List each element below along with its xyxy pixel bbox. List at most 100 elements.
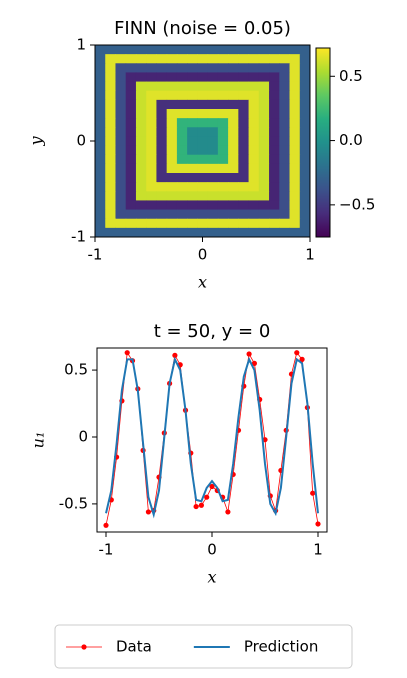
- heatmap-cell: [197, 154, 209, 165]
- heatmap-cell: [156, 182, 168, 192]
- heatmap-cell: [125, 227, 137, 238]
- heatmap-cell: [166, 136, 178, 147]
- heatmap-cell: [299, 209, 311, 220]
- heatmap-cell: [135, 136, 147, 147]
- heatmap-cell: [207, 90, 219, 101]
- heatmap-cell: [207, 81, 219, 92]
- heatmap-cell: [187, 54, 198, 64]
- heatmap-cell: [207, 118, 219, 128]
- heatmap-cell: [258, 163, 270, 174]
- heatmap-cell: [279, 118, 291, 128]
- heatmap-cell: [187, 81, 198, 92]
- heatmap-cell: [217, 54, 229, 64]
- heatmap-cell: [166, 81, 178, 92]
- heatmap-cell: [238, 136, 250, 147]
- heatmap-cell: [248, 54, 260, 64]
- heatmap-cell: [228, 109, 239, 119]
- heatmap-cell: [176, 118, 188, 128]
- heatmap-cell: [238, 72, 250, 83]
- data-point: [145, 509, 152, 515]
- heatmap-cell: [299, 218, 311, 229]
- heatmap-cell: [269, 227, 280, 238]
- heatmap-cell: [207, 72, 219, 83]
- heatmap-cell: [105, 72, 116, 83]
- heatmap-cell: [176, 200, 188, 211]
- heatmap-cell: [238, 118, 250, 128]
- heatmap-cell: [135, 145, 147, 156]
- heatmap-cell: [279, 127, 291, 137]
- heatmap-cell: [228, 200, 239, 211]
- heatmap-cell: [156, 81, 168, 92]
- heatmap-cell: [289, 145, 301, 156]
- heatmap-cell: [248, 200, 260, 211]
- x-tick-label: 0: [207, 541, 217, 559]
- heatmap-cell: [95, 154, 106, 165]
- heatmap-cell: [197, 200, 209, 211]
- heatmap-cell: [217, 72, 229, 83]
- heatmap-cell: [207, 154, 219, 165]
- heatmap-cell: [258, 173, 270, 183]
- heatmap-cell: [115, 54, 127, 64]
- heatmap-cell: [115, 109, 127, 119]
- heatmap-cell: [289, 218, 301, 229]
- heatmap-cell: [125, 191, 137, 201]
- heatmap-cell: [217, 127, 229, 137]
- heatmap-cell: [228, 145, 239, 156]
- heatmap-cell: [248, 154, 260, 165]
- heatmap-cell: [207, 109, 219, 119]
- heatmap-cell: [176, 90, 188, 101]
- x-axis-label: x: [207, 568, 216, 587]
- heatmap-cell: [176, 154, 188, 165]
- heatmap-cell: [207, 182, 219, 192]
- heatmap-cell: [95, 218, 106, 229]
- heatmap-cell: [289, 118, 301, 128]
- heatmap-cell: [156, 200, 168, 211]
- heatmap-cell: [146, 200, 157, 211]
- heatmap-cell: [187, 218, 198, 229]
- heatmap-cell: [197, 90, 209, 101]
- heatmap-cell: [105, 145, 116, 156]
- heatmap-cell: [135, 218, 147, 229]
- heatmap-cell: [238, 145, 250, 156]
- heatmap-cell: [248, 118, 260, 128]
- heatmap-cell: [269, 209, 280, 220]
- heatmap-cell: [156, 209, 168, 220]
- heatmap-cell: [156, 136, 168, 147]
- heatmap-cell: [217, 136, 229, 147]
- heatmap-cell: [279, 227, 291, 238]
- heatmap-cell: [248, 182, 260, 192]
- heatmap-cell: [228, 45, 239, 55]
- heatmap-cell: [248, 136, 260, 147]
- heatmap-cell: [115, 182, 127, 192]
- heatmap-cell: [105, 63, 116, 73]
- heatmap-cell: [258, 81, 270, 92]
- heatmap-cell: [238, 227, 250, 238]
- heatmap-cell: [269, 45, 280, 55]
- heatmap-cell: [146, 63, 157, 73]
- y-axis-label: y: [27, 136, 46, 147]
- heatmap-cell: [187, 109, 198, 119]
- heatmap-cell: [289, 109, 301, 119]
- heatmap-cell: [248, 45, 260, 55]
- x-axis-label: x: [198, 273, 207, 292]
- heatmap-cell: [156, 163, 168, 174]
- heatmap-cell: [258, 200, 270, 211]
- heatmap-cell: [248, 227, 260, 238]
- heatmap-cell: [115, 45, 127, 55]
- heatmap-cell: [299, 63, 311, 73]
- heatmap-cell: [176, 45, 188, 55]
- heatmap-cell: [166, 45, 178, 55]
- heatmap-cell: [258, 118, 270, 128]
- heatmap-cell: [105, 81, 116, 92]
- heatmap-cell: [279, 90, 291, 101]
- heatmap-cell: [166, 218, 178, 229]
- heatmap-cell: [135, 81, 147, 92]
- heatmap-cell: [105, 200, 116, 211]
- heatmap-cell: [228, 163, 239, 174]
- heatmap-cell: [95, 45, 106, 55]
- y-tick-label: 0.5: [64, 361, 88, 379]
- heatmap-cell: [156, 118, 168, 128]
- heatmap-cell: [115, 72, 127, 83]
- heatmap-cell: [135, 154, 147, 165]
- heatmap-cell: [176, 173, 188, 183]
